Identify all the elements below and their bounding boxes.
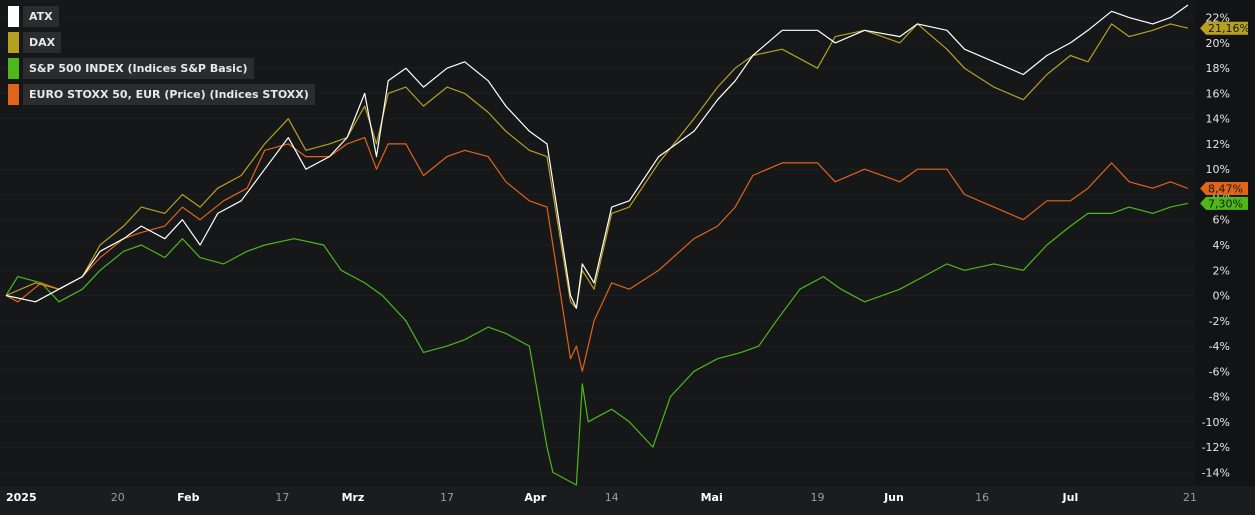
- end-label-dax: 21,16%: [1208, 22, 1250, 35]
- series-lines: [5, 4, 1189, 486]
- x-tick-label: 20: [111, 491, 125, 504]
- y-tick-label: 16%: [1206, 87, 1230, 100]
- legend: ATX DAX S&P 500 INDEX (Indices S&P Basic…: [8, 6, 315, 110]
- end-label-s-p-500-index-indices-s-p-basic-marker: [1200, 196, 1248, 210]
- legend-item-dax[interactable]: DAX: [8, 32, 315, 53]
- legend-item-atx[interactable]: ATX: [8, 6, 315, 27]
- y-tick-label: 6%: [1213, 214, 1230, 227]
- series-line-euro-stoxx-50-eur-price-indices-stoxx: [5, 137, 1189, 372]
- legend-label-sp500: S&P 500 INDEX (Indices S&P Basic): [23, 58, 254, 79]
- y-tick-label: -12%: [1202, 441, 1230, 454]
- series-line-s-p-500-index-indices-s-p-basic: [5, 202, 1189, 486]
- y-tick-label: 20%: [1206, 37, 1230, 50]
- y-axis: 22%20%18%16%14%12%10%8%6%4%2%0%-2%-4%-6%…: [1202, 12, 1230, 480]
- legend-item-sp500[interactable]: S&P 500 INDEX (Indices S&P Basic): [8, 58, 315, 79]
- legend-label-atx: ATX: [23, 6, 59, 27]
- end-label-dax-marker: [1200, 21, 1248, 35]
- legend-item-eurostoxx50[interactable]: EURO STOXX 50, EUR (Price) (Indices STOX…: [8, 84, 315, 105]
- x-tick-label: Feb: [177, 491, 200, 504]
- x-tick-label: 2025: [6, 491, 37, 504]
- x-tick-label: 21: [1183, 491, 1197, 504]
- gridlines: [0, 17, 1195, 473]
- y-tick-label: 10%: [1206, 163, 1230, 176]
- end-label-s-p-500-index-indices-s-p-basic: 7,30%: [1208, 197, 1243, 210]
- y-tick-label: -6%: [1209, 365, 1230, 378]
- x-axis-bar: [0, 486, 1255, 515]
- y-tick-label: -14%: [1202, 466, 1230, 479]
- end-value-labels: 21,16% 7,30%8,47%: [1200, 21, 1250, 210]
- x-axis: 2025 20 Feb 17 Mrz 17 Apr 14 Mai 19 Jun 16 Jul 21: [6, 491, 1197, 504]
- y-tick-label: 0%: [1213, 290, 1230, 303]
- x-tick-label: 17: [440, 491, 454, 504]
- series-line-dax: [5, 23, 1189, 309]
- legend-swatch-dax: [8, 32, 19, 53]
- end-label-euro-stoxx-50-eur-price-indices-stoxx: 8,47%: [1208, 183, 1243, 196]
- legend-swatch-sp500: [8, 58, 19, 79]
- y-tick-label: 2%: [1213, 264, 1230, 277]
- x-tick-label: 16: [975, 491, 989, 504]
- y-tick-label: 22%: [1206, 12, 1230, 25]
- end-label-euro-stoxx-50-eur-price-indices-stoxx-marker: [1200, 182, 1248, 196]
- y-tick-label: 18%: [1206, 62, 1230, 75]
- y-tick-label: -10%: [1202, 416, 1230, 429]
- x-tick-label: Mai: [701, 491, 723, 504]
- x-tick-label: Mrz: [342, 491, 365, 504]
- x-tick-label: 19: [811, 491, 825, 504]
- y-tick-label: 4%: [1213, 239, 1230, 252]
- y-tick-label: 14%: [1206, 113, 1230, 126]
- y-tick-label: -4%: [1209, 340, 1230, 353]
- legend-swatch-eurostoxx50: [8, 84, 19, 105]
- legend-swatch-atx: [8, 6, 19, 27]
- x-tick-label: 14: [605, 491, 619, 504]
- legend-label-dax: DAX: [23, 32, 62, 53]
- series-line-atx: [5, 4, 1189, 309]
- x-tick-label: Jul: [1062, 491, 1079, 504]
- legend-label-eurostoxx50: EURO STOXX 50, EUR (Price) (Indices STOX…: [23, 84, 315, 105]
- y-tick-label: -2%: [1209, 315, 1230, 328]
- x-tick-label: Apr: [524, 491, 546, 504]
- y-tick-label: 12%: [1206, 138, 1230, 151]
- y-tick-label: -8%: [1209, 391, 1230, 404]
- x-tick-label: Jun: [883, 491, 904, 504]
- x-tick-label: 17: [275, 491, 289, 504]
